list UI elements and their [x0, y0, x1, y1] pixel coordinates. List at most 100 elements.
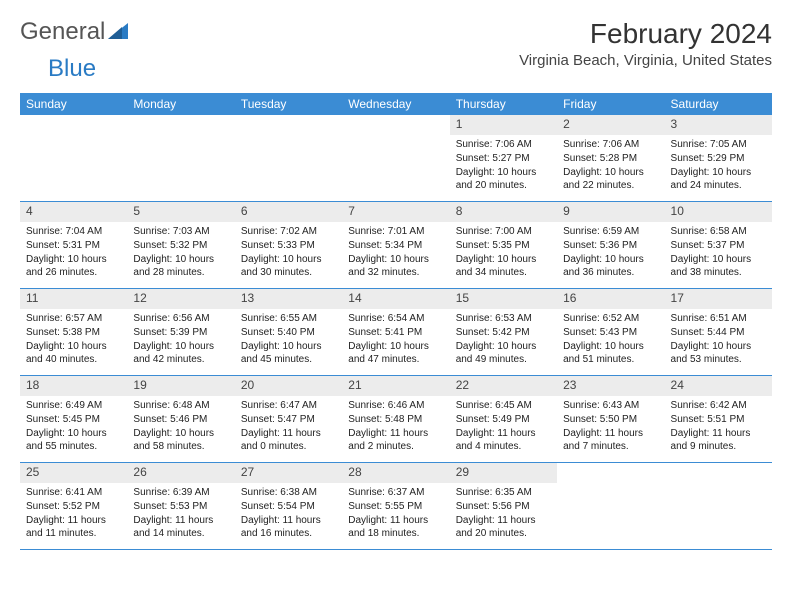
sunset-text: Sunset: 5:50 PM	[563, 413, 658, 426]
daylight-text: Daylight: 10 hours and 36 minutes.	[563, 253, 658, 279]
sunrise-text: Sunrise: 6:51 AM	[671, 312, 766, 325]
sunset-text: Sunset: 5:45 PM	[26, 413, 121, 426]
daylight-text: Daylight: 10 hours and 45 minutes.	[241, 340, 336, 366]
day-number: 3	[665, 115, 772, 135]
daylight-text: Daylight: 10 hours and 34 minutes.	[456, 253, 551, 279]
day-cell: 24Sunrise: 6:42 AMSunset: 5:51 PMDayligh…	[665, 376, 772, 462]
daylight-text: Daylight: 10 hours and 28 minutes.	[133, 253, 228, 279]
day-number: 4	[20, 202, 127, 222]
week-row: 1Sunrise: 7:06 AMSunset: 5:27 PMDaylight…	[20, 115, 772, 202]
day-number: 5	[127, 202, 234, 222]
day-cell: 8Sunrise: 7:00 AMSunset: 5:35 PMDaylight…	[450, 202, 557, 288]
day-body: Sunrise: 6:58 AMSunset: 5:37 PMDaylight:…	[665, 222, 772, 286]
daylight-text: Daylight: 10 hours and 58 minutes.	[133, 427, 228, 453]
day-header-friday: Friday	[557, 93, 664, 115]
day-number: 1	[450, 115, 557, 135]
day-cell: 19Sunrise: 6:48 AMSunset: 5:46 PMDayligh…	[127, 376, 234, 462]
day-number	[557, 463, 664, 483]
sunrise-text: Sunrise: 6:52 AM	[563, 312, 658, 325]
sunrise-text: Sunrise: 6:47 AM	[241, 399, 336, 412]
sunrise-text: Sunrise: 6:35 AM	[456, 486, 551, 499]
sunrise-text: Sunrise: 6:55 AM	[241, 312, 336, 325]
daylight-text: Daylight: 11 hours and 2 minutes.	[348, 427, 443, 453]
day-number: 18	[20, 376, 127, 396]
day-number: 28	[342, 463, 449, 483]
sunset-text: Sunset: 5:40 PM	[241, 326, 336, 339]
sunset-text: Sunset: 5:29 PM	[671, 152, 766, 165]
sunrise-text: Sunrise: 6:56 AM	[133, 312, 228, 325]
sunset-text: Sunset: 5:47 PM	[241, 413, 336, 426]
daylight-text: Daylight: 10 hours and 20 minutes.	[456, 166, 551, 192]
day-header-wednesday: Wednesday	[342, 93, 449, 115]
sunrise-text: Sunrise: 6:58 AM	[671, 225, 766, 238]
sunrise-text: Sunrise: 6:37 AM	[348, 486, 443, 499]
daylight-text: Daylight: 11 hours and 4 minutes.	[456, 427, 551, 453]
day-body: Sunrise: 7:02 AMSunset: 5:33 PMDaylight:…	[235, 222, 342, 286]
day-cell: 23Sunrise: 6:43 AMSunset: 5:50 PMDayligh…	[557, 376, 664, 462]
day-body: Sunrise: 6:48 AMSunset: 5:46 PMDaylight:…	[127, 396, 234, 460]
day-header-tuesday: Tuesday	[235, 93, 342, 115]
day-header-sunday: Sunday	[20, 93, 127, 115]
day-body: Sunrise: 6:46 AMSunset: 5:48 PMDaylight:…	[342, 396, 449, 460]
day-number: 27	[235, 463, 342, 483]
day-body: Sunrise: 6:51 AMSunset: 5:44 PMDaylight:…	[665, 309, 772, 373]
sunset-text: Sunset: 5:37 PM	[671, 239, 766, 252]
day-number: 12	[127, 289, 234, 309]
day-body: Sunrise: 6:54 AMSunset: 5:41 PMDaylight:…	[342, 309, 449, 373]
day-body: Sunrise: 6:35 AMSunset: 5:56 PMDaylight:…	[450, 483, 557, 547]
day-cell	[557, 463, 664, 549]
day-number: 17	[665, 289, 772, 309]
day-number: 23	[557, 376, 664, 396]
sunset-text: Sunset: 5:38 PM	[26, 326, 121, 339]
day-header-row: SundayMondayTuesdayWednesdayThursdayFrid…	[20, 93, 772, 115]
location-text: Virginia Beach, Virginia, United States	[519, 52, 772, 69]
sunset-text: Sunset: 5:54 PM	[241, 500, 336, 513]
week-row: 4Sunrise: 7:04 AMSunset: 5:31 PMDaylight…	[20, 202, 772, 289]
day-cell: 4Sunrise: 7:04 AMSunset: 5:31 PMDaylight…	[20, 202, 127, 288]
sunset-text: Sunset: 5:48 PM	[348, 413, 443, 426]
day-cell: 15Sunrise: 6:53 AMSunset: 5:42 PMDayligh…	[450, 289, 557, 375]
daylight-text: Daylight: 11 hours and 0 minutes.	[241, 427, 336, 453]
day-cell	[127, 115, 234, 201]
sunset-text: Sunset: 5:35 PM	[456, 239, 551, 252]
sail-icon	[108, 23, 130, 41]
day-body: Sunrise: 6:37 AMSunset: 5:55 PMDaylight:…	[342, 483, 449, 547]
sunrise-text: Sunrise: 6:54 AM	[348, 312, 443, 325]
weeks-container: 1Sunrise: 7:06 AMSunset: 5:27 PMDaylight…	[20, 115, 772, 550]
day-body: Sunrise: 6:52 AMSunset: 5:43 PMDaylight:…	[557, 309, 664, 373]
daylight-text: Daylight: 11 hours and 18 minutes.	[348, 514, 443, 540]
daylight-text: Daylight: 10 hours and 38 minutes.	[671, 253, 766, 279]
day-cell: 29Sunrise: 6:35 AMSunset: 5:56 PMDayligh…	[450, 463, 557, 549]
sunrise-text: Sunrise: 6:57 AM	[26, 312, 121, 325]
sunset-text: Sunset: 5:31 PM	[26, 239, 121, 252]
sunrise-text: Sunrise: 6:49 AM	[26, 399, 121, 412]
day-cell: 12Sunrise: 6:56 AMSunset: 5:39 PMDayligh…	[127, 289, 234, 375]
daylight-text: Daylight: 10 hours and 40 minutes.	[26, 340, 121, 366]
daylight-text: Daylight: 10 hours and 22 minutes.	[563, 166, 658, 192]
sunrise-text: Sunrise: 7:05 AM	[671, 138, 766, 151]
day-cell: 11Sunrise: 6:57 AMSunset: 5:38 PMDayligh…	[20, 289, 127, 375]
sunrise-text: Sunrise: 6:43 AM	[563, 399, 658, 412]
day-number: 2	[557, 115, 664, 135]
daylight-text: Daylight: 10 hours and 49 minutes.	[456, 340, 551, 366]
sunset-text: Sunset: 5:41 PM	[348, 326, 443, 339]
day-number: 21	[342, 376, 449, 396]
day-cell: 5Sunrise: 7:03 AMSunset: 5:32 PMDaylight…	[127, 202, 234, 288]
day-body: Sunrise: 6:41 AMSunset: 5:52 PMDaylight:…	[20, 483, 127, 547]
day-cell: 10Sunrise: 6:58 AMSunset: 5:37 PMDayligh…	[665, 202, 772, 288]
day-number	[235, 115, 342, 135]
sunrise-text: Sunrise: 7:06 AM	[563, 138, 658, 151]
day-cell: 18Sunrise: 6:49 AMSunset: 5:45 PMDayligh…	[20, 376, 127, 462]
sunset-text: Sunset: 5:49 PM	[456, 413, 551, 426]
sunrise-text: Sunrise: 6:39 AM	[133, 486, 228, 499]
sunset-text: Sunset: 5:27 PM	[456, 152, 551, 165]
day-body: Sunrise: 6:59 AMSunset: 5:36 PMDaylight:…	[557, 222, 664, 286]
sunset-text: Sunset: 5:43 PM	[563, 326, 658, 339]
day-number: 19	[127, 376, 234, 396]
day-number: 8	[450, 202, 557, 222]
day-number: 15	[450, 289, 557, 309]
day-body: Sunrise: 6:56 AMSunset: 5:39 PMDaylight:…	[127, 309, 234, 373]
sunset-text: Sunset: 5:53 PM	[133, 500, 228, 513]
sunset-text: Sunset: 5:52 PM	[26, 500, 121, 513]
sunset-text: Sunset: 5:34 PM	[348, 239, 443, 252]
